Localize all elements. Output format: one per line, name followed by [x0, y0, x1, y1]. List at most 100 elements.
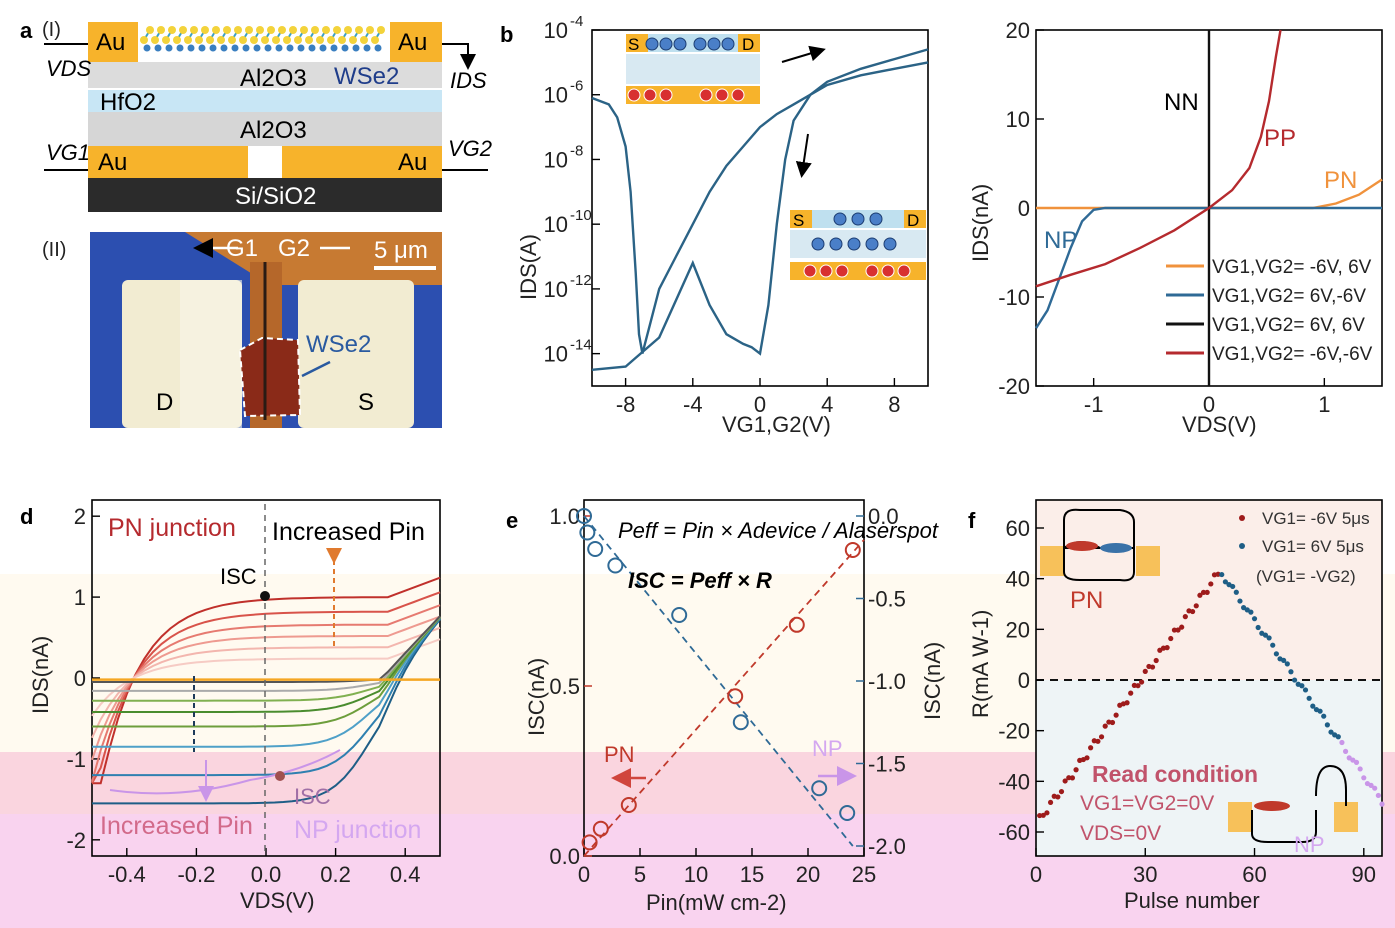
lattice-atom-a-14 — [294, 36, 302, 44]
e-xtick-label-1: 5 — [634, 862, 646, 887]
f-pn-point-18 — [1098, 734, 1105, 740]
panel-d-xlabel: VDS(V) — [240, 888, 315, 913]
g1-label: G1 — [226, 235, 258, 262]
lattice-atom-b-11 — [267, 26, 275, 34]
f-np-point-95 — [1379, 801, 1385, 807]
f-pn-point-29 — [1139, 679, 1145, 685]
d-ytick-label-2: 0 — [74, 666, 86, 691]
lattice-atom-b-1 — [157, 26, 165, 34]
sweep-arrow-up — [781, 45, 826, 63]
ids-arrow — [442, 43, 476, 70]
lattice-atom-b-7 — [223, 26, 231, 34]
f-np-point-90 — [1361, 775, 1367, 781]
d-pn-curve-4 — [91, 626, 441, 739]
lattice-atom-a-20 — [360, 36, 368, 44]
lattice-atom-c-17 — [330, 44, 338, 52]
panel-e-axes — [583, 499, 865, 857]
f-np-point-65 — [1270, 642, 1276, 648]
lattice-atom-a-19 — [349, 36, 357, 44]
drain-label: D — [156, 389, 173, 416]
f-np-point-92 — [1368, 782, 1374, 788]
panel-a-sub1: (I) — [42, 19, 61, 41]
inset-bot-hole-0 — [803, 264, 817, 278]
panel-b-label: b — [500, 22, 513, 47]
f-np-point-84 — [1339, 739, 1345, 746]
f-np-point-93 — [1372, 785, 1378, 791]
equation-isc: ISC = Peff × R — [628, 568, 772, 593]
f-np-point-80 — [1324, 722, 1330, 728]
inset-bottom-d: D — [907, 211, 919, 230]
b-xtick-label-3: 4 — [821, 392, 833, 417]
au-bl-label: Au — [98, 149, 127, 176]
legend-f-3: (VG1= -VG2) — [1256, 567, 1356, 586]
isc-point-bottom — [275, 771, 285, 781]
f-pn-point-32 — [1149, 664, 1156, 670]
lattice-atom-b-3 — [179, 26, 187, 34]
inset-bot-hole-5 — [897, 264, 911, 278]
lattice-atom-a-3 — [173, 36, 181, 44]
f-pn-point-3 — [1044, 810, 1050, 816]
lattice-atom-a-16 — [316, 36, 324, 44]
lattice-atom-c-3 — [176, 44, 184, 52]
d-ytick-label-3: -1 — [66, 747, 86, 772]
b-transfer-curve-1 — [591, 48, 929, 371]
f-np-point-51 — [1219, 571, 1225, 578]
au-drain-contact — [390, 22, 442, 62]
d-pn-curve-3 — [91, 615, 441, 761]
lattice-atom-a-13 — [283, 36, 291, 44]
e-xtick-label-4: 20 — [796, 862, 820, 887]
f-xtick-label-1: 30 — [1133, 862, 1157, 887]
e-ytick-right-label-1: -0.5 — [868, 587, 906, 612]
micrograph-wse2-flake — [240, 338, 300, 416]
lattice-atom-a-10 — [250, 36, 258, 44]
b-ytick-label-0: 10 — [544, 18, 568, 43]
hfo2-label: HfO2 — [100, 89, 156, 116]
f-np-point-75 — [1306, 695, 1312, 701]
d-np-curve-1 — [92, 618, 441, 777]
lattice-atom-b-9 — [245, 26, 253, 34]
lattice-atom-a-17 — [327, 36, 335, 44]
substrate-label: Si/SiO2 — [235, 183, 316, 210]
f-pn-point-48 — [1208, 581, 1214, 587]
panel-e-ticks: 0 5 10 15 20 25 1.0 0.5 0.0 0.0 -0.5 -1.0 -1.5 -2.0 — [549, 504, 906, 887]
f-np-point-94 — [1375, 792, 1381, 799]
d-np-curve-4 — [92, 616, 441, 713]
lattice-atom-a-9 — [239, 36, 247, 44]
panel-f-xlabel: Pulse number — [1124, 888, 1260, 913]
f-ytick-label-6: -60 — [998, 820, 1030, 845]
lattice-atom-b-2 — [168, 26, 176, 34]
read-condition-title: Read condition — [1092, 761, 1258, 787]
f-ytick-label-5: -40 — [998, 769, 1030, 794]
scale-label: 5 μm — [374, 237, 428, 264]
annot-nn: NN — [1164, 89, 1199, 116]
lattice-atom-b-19 — [355, 26, 363, 34]
e-xtick-label-5: 25 — [852, 862, 876, 887]
annot-pp: PP — [1264, 125, 1296, 152]
f-pn-point-9 — [1066, 775, 1072, 781]
micrograph-source-pad — [298, 280, 414, 428]
inset-top-electron-2 — [673, 37, 687, 51]
lattice-atom-c-13 — [286, 44, 294, 52]
lattice-atom-c-19 — [352, 44, 360, 52]
f-pn-point-4 — [1047, 799, 1054, 806]
f-pn-point-26 — [1128, 690, 1134, 696]
d-xtick-label-3: 0.2 — [320, 862, 351, 887]
lattice-atom-b-17 — [333, 26, 341, 34]
lattice-atom-a-5 — [195, 36, 203, 44]
substrate-layer — [88, 178, 442, 212]
b-xtick-label-2: 0 — [754, 392, 766, 417]
inset-bot-electron-1 — [829, 237, 843, 251]
inset-bot-hole-2 — [835, 264, 849, 278]
c-ytick-label-4: -20 — [998, 374, 1030, 399]
panel-b-ylabel: IDS(A) — [516, 234, 541, 300]
panel-e-xlabel: Pin(mW cm-2) — [646, 890, 787, 915]
lattice-atom-b-12 — [278, 26, 286, 34]
f-np-point-88 — [1353, 759, 1360, 765]
inset-bot-electron-4 — [883, 237, 897, 251]
panel-a-label: a — [20, 18, 33, 43]
f-xtick-label-0: 0 — [1030, 862, 1042, 887]
pn-label-e: PN — [604, 742, 635, 767]
inset-top-electron-4 — [707, 37, 721, 51]
lattice-atom-a-8 — [228, 36, 236, 44]
d-ytick-label-1: 1 — [74, 585, 86, 610]
